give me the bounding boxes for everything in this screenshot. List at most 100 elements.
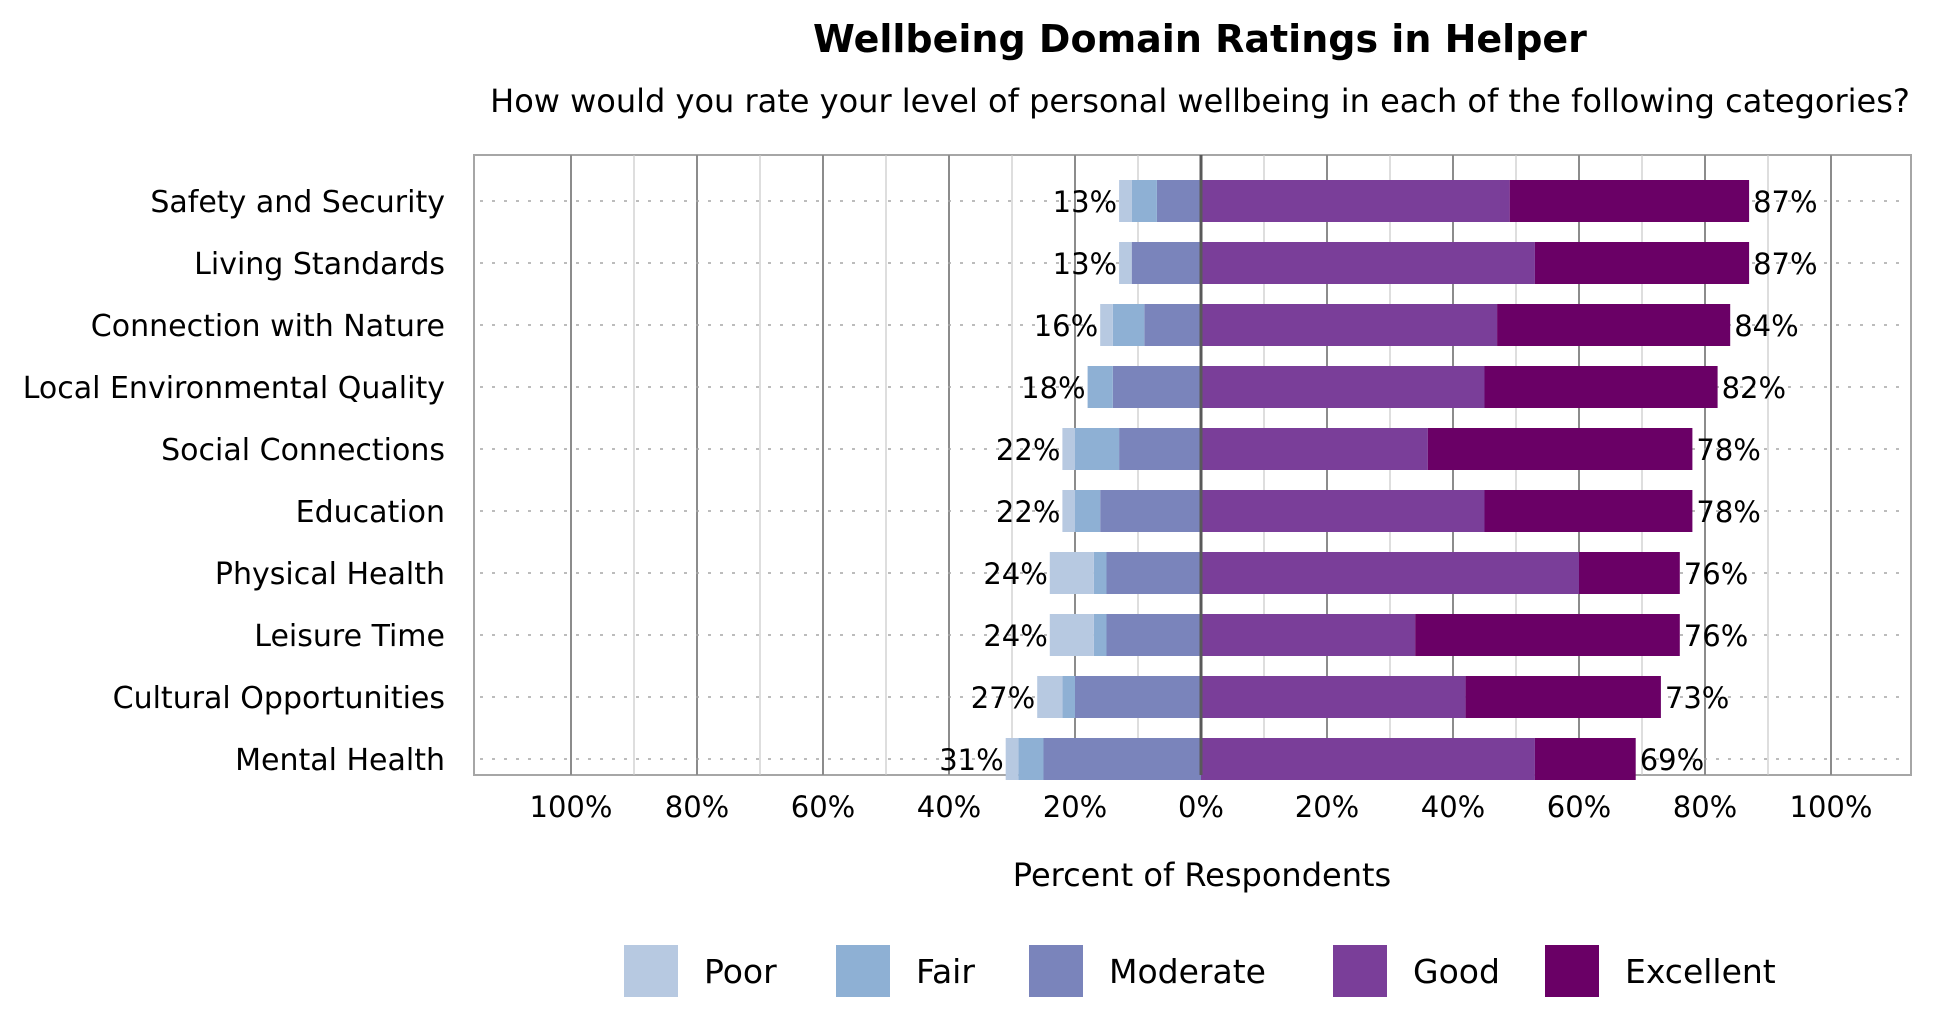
x-tick-label: 20% xyxy=(1295,790,1359,824)
positive-total-label: 78% xyxy=(1696,495,1760,529)
bar-good xyxy=(1201,614,1416,656)
bar-good xyxy=(1201,428,1428,470)
bar-good xyxy=(1201,366,1485,408)
legend-swatch-poor xyxy=(624,945,678,997)
plot-area xyxy=(473,154,1912,780)
bar-moderate xyxy=(1106,614,1201,656)
bar-fair xyxy=(1131,180,1157,222)
bar-poor xyxy=(1005,738,1019,780)
bar-excellent xyxy=(1484,490,1693,532)
negative-total-label: 13% xyxy=(1053,185,1117,219)
legend-label-poor: Poor xyxy=(704,952,777,991)
chart-title: Wellbeing Domain Ratings in Helper xyxy=(813,17,1587,61)
x-tick-label: 100% xyxy=(530,790,613,824)
bar-fair xyxy=(1112,304,1145,346)
positive-total-label: 69% xyxy=(1640,743,1704,777)
category-label: Living Standards xyxy=(194,247,445,282)
bar-moderate xyxy=(1106,552,1201,594)
legend-label-fair: Fair xyxy=(916,952,975,991)
bar-moderate xyxy=(1156,180,1201,222)
negative-total-label: 18% xyxy=(1021,371,1085,405)
bar-moderate xyxy=(1075,676,1201,718)
positive-total-label: 87% xyxy=(1753,247,1817,281)
negative-total-label: 16% xyxy=(1034,309,1098,343)
bar-excellent xyxy=(1427,428,1693,470)
bar-good xyxy=(1201,304,1498,346)
category-label: Social Connections xyxy=(161,433,445,468)
bar-poor xyxy=(1100,304,1113,346)
x-tick-label: 0% xyxy=(1178,790,1224,824)
bar-poor xyxy=(1062,490,1075,532)
bar-good xyxy=(1201,490,1485,532)
x-tick-label: 40% xyxy=(917,790,981,824)
bar-moderate xyxy=(1131,242,1201,284)
bar-good xyxy=(1201,676,1466,718)
negative-total-label: 13% xyxy=(1053,247,1117,281)
x-tick-label: 60% xyxy=(791,790,855,824)
x-tick-label: 20% xyxy=(1043,790,1107,824)
legend-swatch-fair xyxy=(836,945,890,997)
bar-excellent xyxy=(1509,180,1750,222)
category-label: Physical Health xyxy=(215,557,445,592)
bar-poor xyxy=(1062,428,1075,470)
legend-label-moderate: Moderate xyxy=(1109,952,1266,991)
category-labels: Safety and Security Living Standards Conne… xyxy=(23,185,445,778)
bar-good xyxy=(1201,242,1535,284)
x-tick-label: 40% xyxy=(1421,790,1485,824)
bar-moderate xyxy=(1144,304,1201,346)
positive-total-label: 87% xyxy=(1753,185,1817,219)
legend: Poor Fair Moderate Good Excellent xyxy=(624,945,1776,997)
category-label: Local Environmental Quality xyxy=(23,371,445,406)
bar-good xyxy=(1201,738,1535,780)
bar-fair xyxy=(1062,676,1075,718)
bar-excellent xyxy=(1484,366,1718,408)
category-label: Cultural Opportunities xyxy=(113,681,445,716)
bar-poor xyxy=(1119,242,1132,284)
x-tick-label: 80% xyxy=(1673,790,1737,824)
legend-swatch-good xyxy=(1333,945,1387,997)
bar-excellent xyxy=(1415,614,1680,656)
negative-total-label: 24% xyxy=(983,557,1047,591)
positive-total-label: 76% xyxy=(1684,557,1748,591)
bar-excellent xyxy=(1497,304,1731,346)
negative-total-label: 31% xyxy=(939,743,1003,777)
legend-label-good: Good xyxy=(1413,952,1500,991)
positive-total-label: 76% xyxy=(1684,619,1748,653)
bar-fair xyxy=(1018,738,1044,780)
legend-swatch-moderate xyxy=(1029,945,1083,997)
bar-good xyxy=(1201,552,1579,594)
chart-subtitle: How would you rate your level of persona… xyxy=(490,82,1910,120)
x-tick-labels: 100% 80% 60% 40% 20% 0% 20% 40% 60% 80% 100% xyxy=(530,790,1873,824)
bar-moderate xyxy=(1119,428,1201,470)
bar-segments xyxy=(1005,180,1750,780)
legend-swatch-excellent xyxy=(1545,945,1599,997)
bar-moderate xyxy=(1100,490,1201,532)
positive-total-label: 82% xyxy=(1722,371,1786,405)
negative-total-label: 22% xyxy=(996,495,1060,529)
category-label: Leisure Time xyxy=(254,619,445,654)
bar-poor xyxy=(1049,552,1094,594)
bar-fair xyxy=(1075,428,1120,470)
x-tick-label: 60% xyxy=(1547,790,1611,824)
bar-poor xyxy=(1037,676,1063,718)
bar-good xyxy=(1201,180,1510,222)
x-tick-label: 100% xyxy=(1790,790,1873,824)
category-label: Connection with Nature xyxy=(91,309,445,344)
positive-total-label: 84% xyxy=(1734,309,1798,343)
row-guidelines xyxy=(480,200,1905,760)
bar-fair xyxy=(1087,366,1113,408)
category-label: Education xyxy=(296,495,445,530)
bar-moderate xyxy=(1043,738,1201,780)
positive-total-label: 78% xyxy=(1696,433,1760,467)
bar-excellent xyxy=(1579,552,1680,594)
negative-total-label: 22% xyxy=(996,433,1060,467)
data-labels: 13% 87% 13% 87% 16% 84% 18% 82% 22% 78% 22% 78% 24% 7… xyxy=(939,185,1817,777)
bar-fair xyxy=(1075,490,1101,532)
bar-excellent xyxy=(1534,242,1750,284)
bar-excellent xyxy=(1534,738,1636,780)
x-tick-label: 80% xyxy=(665,790,729,824)
bar-excellent xyxy=(1465,676,1661,718)
negative-total-label: 27% xyxy=(971,681,1035,715)
bar-poor xyxy=(1049,614,1094,656)
